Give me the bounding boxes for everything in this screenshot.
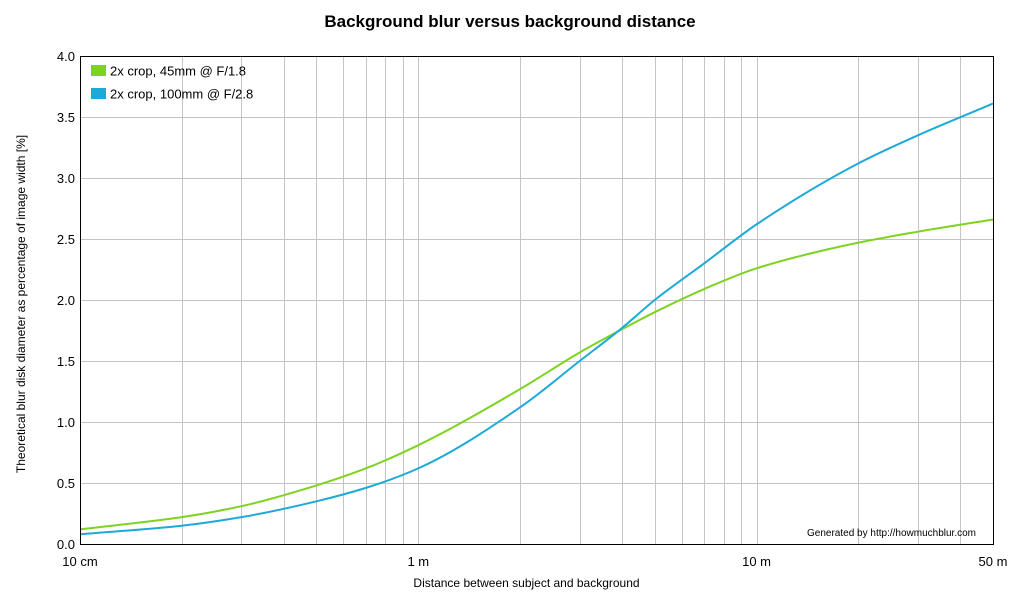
x-tick-label: 1 m (407, 554, 429, 569)
y-tick-label: 3.0 (57, 171, 75, 186)
x-tick-label: 50 m (979, 554, 1008, 569)
legend-label-2: 2x crop, 100mm @ F/2.8 (110, 87, 253, 102)
y-tick-label: 4.0 (57, 49, 75, 64)
plot-frame (80, 56, 994, 545)
x-axis-title: Distance between subject and background (413, 576, 639, 590)
chart-title: Background blur versus background distan… (324, 12, 696, 31)
y-axis-title: Theoretical blur disk diameter as percen… (14, 135, 28, 473)
legend-swatch-1 (91, 65, 106, 76)
x-tick-label: 10 m (742, 554, 771, 569)
y-tick-label: 0.0 (57, 537, 75, 552)
y-tick-label: 0.5 (57, 476, 75, 491)
credit-annotation: Generated by http://howmuchblur.com (807, 528, 976, 539)
legend-label-1: 2x crop, 45mm @ F/1.8 (110, 64, 246, 79)
y-tick-label: 1.5 (57, 354, 75, 369)
grid (80, 56, 994, 545)
x-tick-label: 10 cm (62, 554, 97, 569)
tick-labels: 0.0 0.5 1.0 1.5 2.0 2.5 3.0 3.5 4.0 10 cm 1 m 10 m 5… (57, 49, 1008, 569)
series-line-2 (79, 102, 994, 536)
series-line-1 (79, 218, 994, 531)
y-tick-label: 1.0 (57, 415, 75, 430)
legend-swatch-2 (91, 88, 106, 99)
series-lines (79, 102, 994, 536)
legend: 2x crop, 45mm @ F/1.8 2x crop, 100mm @ F/… (91, 64, 253, 102)
y-tick-label: 2.0 (57, 293, 75, 308)
y-tick-label: 3.5 (57, 110, 75, 125)
y-tick-label: 2.5 (57, 232, 75, 247)
